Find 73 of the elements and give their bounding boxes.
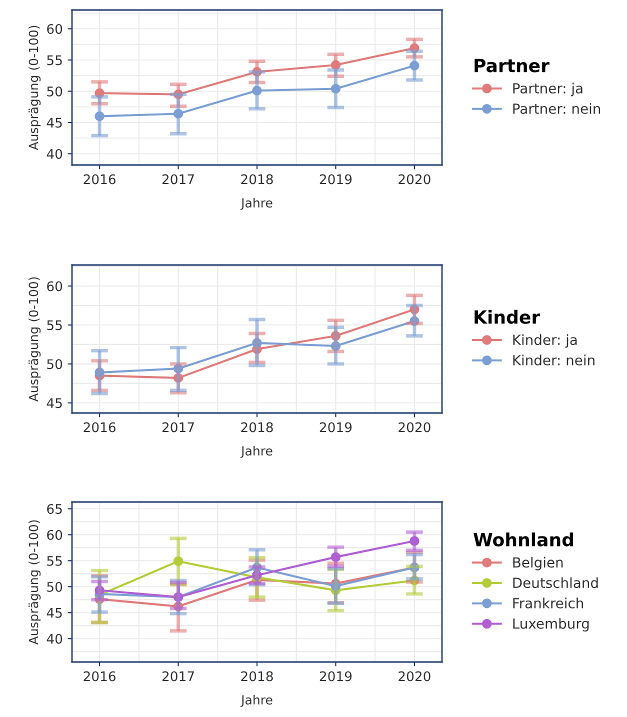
point <box>410 60 420 70</box>
point <box>252 67 262 77</box>
y-axis-title: Ausprägung (0-100) <box>28 277 41 402</box>
y-tick-label: 60 <box>47 24 62 34</box>
legend-title: Kinder <box>474 310 540 324</box>
point <box>330 60 341 70</box>
y-tick-label: 45 <box>46 398 62 408</box>
point <box>252 338 262 348</box>
point <box>330 581 341 592</box>
point <box>330 341 341 351</box>
y-tick-label: 60 <box>47 530 62 540</box>
x-axis-title: Jahre <box>240 198 272 210</box>
point <box>410 576 420 586</box>
legend-title: Partner <box>474 58 550 72</box>
x-tick-label: 2020 <box>398 422 430 432</box>
x-tick-label: 2020 <box>398 174 430 184</box>
legend-label: Partner: ja <box>513 82 582 96</box>
point <box>410 43 420 53</box>
legend-label: Kinder: nein <box>513 354 594 366</box>
x-tick-label: 2019 <box>320 174 352 184</box>
legend-label: Partner: nein <box>513 103 600 114</box>
point <box>94 585 104 596</box>
legend-label: Kinder: ja <box>513 334 577 348</box>
x-tick-label: 2018 <box>241 422 273 432</box>
x-tick-label: 2019 <box>320 422 352 432</box>
point <box>94 368 104 378</box>
x-tick-label: 2016 <box>84 174 116 184</box>
y-tick-label: 55 <box>47 320 62 330</box>
x-tick-label: 2018 <box>241 671 273 682</box>
point <box>173 556 184 566</box>
x-axis-title: Jahre <box>240 694 272 707</box>
legend-label: Belgien <box>513 556 563 570</box>
y-tick-label: 60 <box>47 281 62 292</box>
y-tick-label: 55 <box>47 556 62 566</box>
x-tick-label: 2018 <box>241 174 273 184</box>
x-tick-label: 2020 <box>398 671 430 682</box>
y-axis-title: Ausprägung (0-100) <box>28 26 41 150</box>
point <box>94 88 104 98</box>
y-axis-title: Ausprägung (0-100) <box>28 520 41 645</box>
point <box>94 111 104 122</box>
point <box>173 108 184 119</box>
y-tick-label: 50 <box>47 86 62 96</box>
y-tick-label: 50 <box>47 359 62 370</box>
point <box>330 331 341 341</box>
point <box>410 536 420 546</box>
point <box>173 373 184 383</box>
x-tick-label: 2019 <box>320 671 352 682</box>
x-tick-label: 2016 <box>84 671 116 682</box>
x-tick-label: 2016 <box>84 422 116 432</box>
y-tick-label: 45 <box>46 118 62 128</box>
y-tick-label: 40 <box>46 634 62 644</box>
legend-label: Luxemburg <box>513 618 589 632</box>
point <box>173 90 184 100</box>
x-tick-label: 2017 <box>162 671 194 682</box>
x-tick-label: 2017 <box>162 174 194 184</box>
x-tick-label: 2017 <box>162 422 194 432</box>
x-axis-title: Jahre <box>240 446 272 458</box>
y-tick-label: 65 <box>47 504 62 514</box>
point <box>173 602 184 612</box>
legend-label: Deutschland <box>513 577 598 588</box>
point <box>252 86 262 96</box>
legend-title: Wohnland <box>474 532 574 546</box>
point <box>330 84 341 94</box>
point <box>252 562 262 572</box>
y-tick-label: 45 <box>46 608 62 618</box>
legend-label: Frankreich <box>513 598 583 608</box>
y-tick-label: 50 <box>47 582 62 592</box>
point <box>330 552 341 562</box>
y-tick-label: 55 <box>47 55 62 66</box>
point <box>173 364 184 374</box>
point <box>410 316 420 326</box>
point <box>410 304 420 314</box>
y-tick-label: 40 <box>46 148 62 159</box>
